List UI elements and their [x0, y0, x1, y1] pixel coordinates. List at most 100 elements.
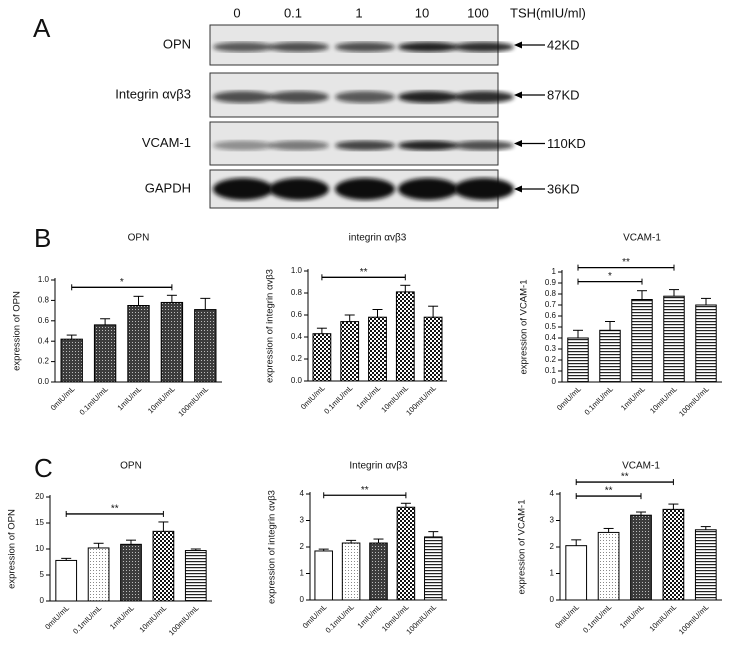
- lane-label: 0: [233, 5, 240, 20]
- x-tick-label: 1mIU/mL: [619, 384, 647, 412]
- x-tick-label: 0mIU/mL: [299, 383, 327, 411]
- x-tick-label: 100mIU/mL: [677, 384, 711, 418]
- y-tick-label: 0: [300, 595, 305, 604]
- y-tick-label: 0.4: [291, 332, 303, 341]
- y-axis-label: expression of integrin αvβ3: [265, 269, 276, 383]
- y-tick-label: 0.2: [38, 357, 50, 366]
- blot-band: [335, 140, 395, 151]
- x-tick-label: 0.1mIU/mL: [71, 603, 103, 635]
- x-tick-label: 1mIU/mL: [355, 602, 383, 630]
- y-tick-label: 0: [40, 596, 45, 605]
- blot-band: [398, 42, 458, 52]
- chart-title: VCAM-1: [623, 233, 661, 244]
- x-tick-label: 0.1mIU/mL: [322, 383, 354, 415]
- bar: [341, 542, 361, 601]
- bar: [55, 559, 78, 602]
- x-tick-label: 0.1mIU/mL: [583, 384, 615, 416]
- blot-band: [269, 42, 329, 52]
- blot-band: [213, 178, 273, 200]
- y-tick-label: 1.0: [38, 275, 50, 284]
- y-tick-label: 0.1: [545, 366, 557, 375]
- bar: [630, 514, 652, 601]
- y-tick-label: 0.8: [545, 289, 557, 298]
- x-tick-label: 100mIU/mL: [677, 602, 711, 636]
- x-tick-label: 0.1mIU/mL: [581, 602, 613, 634]
- blot-band: [269, 140, 329, 151]
- significance-label: *: [608, 271, 612, 282]
- y-tick-label: 0.6: [545, 311, 557, 320]
- blot-band: [454, 91, 514, 103]
- x-tick-label: 10mIU/mL: [137, 603, 168, 634]
- x-tick-label: 100mIU/mL: [167, 603, 201, 637]
- significance-label: **: [621, 472, 629, 483]
- blot-band: [398, 140, 458, 151]
- y-tick-label: 0.0: [291, 376, 303, 385]
- bar: [314, 550, 333, 601]
- arrow-head: [514, 91, 522, 99]
- protein-label: OPN: [163, 36, 191, 51]
- y-tick-label: 0: [552, 377, 557, 386]
- y-tick-label: 3: [550, 516, 555, 525]
- y-axis-label: expression of OPN: [7, 509, 18, 589]
- y-axis-label: expression of integrin αvβ3: [267, 490, 278, 604]
- y-tick-label: 20: [35, 492, 44, 501]
- size-label: 42KD: [547, 37, 580, 52]
- significance-label: *: [120, 277, 124, 288]
- blot-band: [269, 178, 329, 200]
- x-tick-label: 0mIU/mL: [553, 602, 581, 630]
- panel-label: A: [33, 13, 51, 43]
- y-tick-label: 0: [550, 595, 555, 604]
- bar: [663, 295, 685, 383]
- y-tick-label: 10: [35, 544, 44, 553]
- lane-label: 10: [415, 5, 429, 20]
- x-tick-label: 10mIU/mL: [648, 384, 679, 415]
- y-tick-label: 1: [552, 267, 557, 276]
- bar: [565, 545, 588, 601]
- unit-label: TSH(mIU/ml): [510, 5, 586, 20]
- chart-title: integrin αvβ3: [349, 233, 407, 244]
- significance-label: **: [111, 504, 119, 515]
- y-tick-label: 4: [300, 489, 305, 498]
- y-tick-label: 2: [300, 542, 305, 551]
- blot-band: [454, 178, 514, 200]
- y-tick-label: 0.4: [545, 333, 557, 342]
- y-tick-label: 1: [550, 569, 555, 578]
- y-tick-label: 0.6: [291, 310, 303, 319]
- chart-title: VCAM-1: [622, 461, 660, 472]
- lane-label: 1: [355, 5, 362, 20]
- size-label: 36KD: [547, 181, 580, 196]
- bar: [631, 299, 653, 383]
- blot-band: [269, 91, 329, 103]
- y-tick-label: 0.7: [545, 300, 557, 309]
- bar: [340, 321, 360, 382]
- bar: [160, 301, 184, 383]
- size-label: 110KD: [547, 136, 586, 151]
- bar: [184, 550, 207, 602]
- y-axis-label: expression of VCAM-1: [519, 279, 530, 374]
- size-label: 87KD: [547, 87, 580, 102]
- y-tick-label: 3: [300, 516, 305, 525]
- bar: [87, 547, 110, 602]
- blot-band: [213, 140, 273, 151]
- blot-band: [398, 91, 458, 103]
- x-tick-label: 1mIU/mL: [618, 602, 646, 630]
- y-tick-label: 0.6: [38, 316, 50, 325]
- x-tick-label: 1mIU/mL: [115, 384, 143, 412]
- x-tick-label: 1mIU/mL: [354, 383, 382, 411]
- y-tick-label: 0.3: [545, 344, 557, 353]
- blot-band: [398, 178, 458, 200]
- x-tick-label: 10mIU/mL: [647, 602, 678, 633]
- bar: [567, 337, 589, 383]
- y-tick-label: 0.0: [38, 377, 50, 386]
- x-tick-label: 0mIU/mL: [555, 384, 583, 412]
- chart-title: OPN: [120, 461, 142, 472]
- y-tick-label: 0.9: [545, 278, 557, 287]
- y-tick-label: 0.2: [545, 355, 557, 364]
- blot-band: [335, 91, 395, 103]
- bar: [662, 508, 685, 601]
- x-tick-label: 0mIU/mL: [301, 602, 329, 630]
- bar: [695, 304, 717, 383]
- bar: [120, 543, 142, 602]
- y-tick-label: 2: [550, 542, 555, 551]
